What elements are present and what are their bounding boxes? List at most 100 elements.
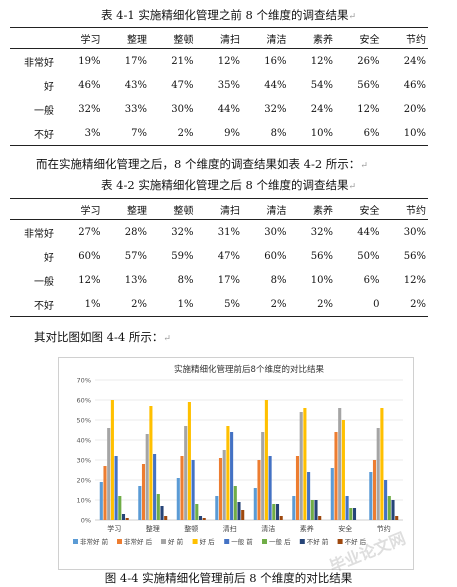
bar — [226, 426, 230, 520]
legend-label: 一般 前 — [231, 537, 253, 546]
table1-caption: 表 4-1 实施精细化管理之前 8 个维度的调查结果↵ — [0, 8, 457, 24]
table-cell: 31% — [217, 226, 240, 238]
figure-caption: 图 4-4 实施精细化管理前后 8 个维度的对比结果 — [0, 571, 457, 585]
table-cell: 44% — [217, 103, 240, 115]
table-cell: 46% — [403, 79, 426, 91]
bar — [292, 496, 296, 520]
legend-label: 好 后 — [200, 537, 216, 546]
bar — [233, 486, 237, 520]
bar — [125, 518, 129, 520]
legend-swatch — [224, 539, 230, 544]
bar — [215, 496, 219, 520]
row-label: 好 — [44, 252, 54, 264]
bar — [198, 516, 203, 520]
table1-header-2: 整理 — [102, 27, 149, 49]
bar — [334, 432, 338, 520]
table-cell: 57% — [124, 250, 147, 262]
table-cell: 2% — [102, 292, 149, 317]
table-cell: 60% — [78, 250, 101, 262]
bar — [118, 496, 122, 520]
bar — [264, 400, 268, 520]
bar — [164, 516, 168, 520]
bar — [149, 406, 153, 520]
table-cell: 17% — [124, 55, 147, 67]
table-cell: 20% — [403, 103, 426, 115]
table-row: 一般 12% 13% 8% 17% 8% 10% 6% 12% — [10, 268, 428, 292]
x-tick-label: 整理 — [146, 524, 160, 533]
x-tick-label: 安全 — [338, 524, 352, 533]
bar — [237, 502, 241, 520]
bar — [103, 466, 107, 520]
bar — [218, 458, 223, 520]
table-row: 非常好 19% 17% 21% 12% 16% 12% 26% 24% — [10, 49, 428, 74]
table-cell: 7% — [102, 121, 149, 146]
y-tick-label: 10% — [77, 497, 91, 505]
chart-title: 实施精细化管理前后8个维度的对比结果 — [174, 364, 324, 375]
bar — [114, 456, 118, 520]
table-cell: 13% — [124, 274, 147, 286]
table-cell: 6% — [363, 274, 380, 286]
table2-header-1: 学习 — [56, 198, 103, 220]
table-cell: 26% — [357, 55, 380, 67]
legend-swatch — [161, 539, 166, 544]
bar — [121, 514, 126, 520]
x-tick-label: 素养 — [300, 524, 314, 533]
bar — [156, 494, 160, 520]
bar — [307, 472, 311, 520]
legend-swatch — [337, 539, 343, 544]
row-label: 一般 — [34, 105, 54, 117]
x-tick-label: 清扫 — [223, 524, 237, 533]
table-cell: 44% — [264, 79, 287, 91]
y-tick-label: 60% — [77, 397, 91, 405]
table-cell: 59% — [171, 250, 194, 262]
table2-header-3: 整顿 — [149, 198, 196, 220]
bar — [160, 506, 164, 520]
table-cell: 32% — [78, 103, 101, 115]
table-cell: 30% — [264, 226, 287, 238]
legend-swatch — [117, 539, 122, 544]
table-cell: 3% — [56, 121, 103, 146]
table2-header-2: 整理 — [102, 198, 149, 220]
table2-header-8: 节约 — [381, 198, 428, 220]
paragraph-mark-icon: ↵ — [348, 182, 356, 192]
bar — [391, 500, 395, 520]
bar — [141, 464, 146, 520]
table-cell: 0 — [335, 292, 382, 317]
table2-header-7: 安全 — [335, 198, 382, 220]
bar — [341, 420, 345, 520]
bar — [338, 408, 342, 520]
table-cell: 19% — [78, 55, 101, 67]
table-row: 不好 3% 7% 2% 9% 8% 10% 6% 10% — [10, 121, 428, 146]
table-cell: 44% — [357, 226, 380, 238]
bar — [153, 454, 157, 520]
table-cell: 47% — [171, 79, 194, 91]
bar — [372, 460, 377, 520]
bar — [138, 486, 142, 520]
table-cell: 8% — [177, 274, 194, 286]
table-row: 非常好 27% 28% 32% 31% 30% 32% 44% 30% — [10, 220, 428, 245]
table-cell: 12% — [310, 55, 333, 67]
table-cell: 46% — [78, 79, 101, 91]
legend-label: 非常好 前 — [80, 537, 109, 546]
bar — [395, 516, 399, 520]
x-tick-label: 清洁 — [261, 524, 275, 533]
bar — [376, 428, 380, 520]
table-cell: 2% — [381, 292, 428, 317]
bar — [318, 516, 322, 520]
table-cell: 28% — [124, 226, 147, 238]
table-cell: 10% — [381, 121, 428, 146]
table-row: 好 46% 43% 47% 35% 44% 54% 56% 46% — [10, 73, 428, 97]
bar — [299, 412, 303, 520]
y-tick-label: 40% — [77, 437, 91, 445]
table-cell: 30% — [403, 226, 426, 238]
y-tick-label: 30% — [77, 457, 91, 465]
table-cell: 32% — [171, 226, 194, 238]
legend-label: 不好 前 — [307, 537, 329, 546]
bar — [187, 402, 191, 520]
table-cell: 12% — [403, 274, 426, 286]
y-tick-label: 20% — [77, 477, 91, 485]
bar — [110, 400, 114, 520]
table1-header-7: 安全 — [335, 27, 382, 49]
table-cell: 12% — [217, 55, 240, 67]
bar — [99, 482, 103, 520]
